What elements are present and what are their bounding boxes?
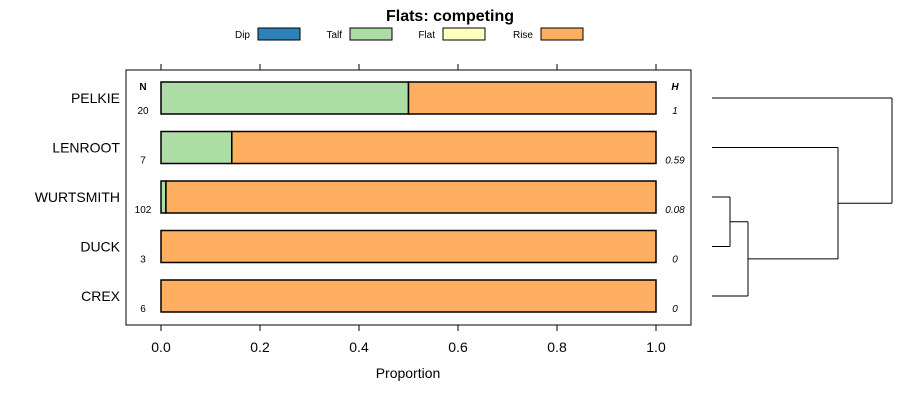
x-tick-label: 0.2 xyxy=(250,339,270,355)
legend-swatch-rise xyxy=(540,27,584,41)
legend-swatch-flat xyxy=(442,27,486,41)
bars xyxy=(160,81,657,313)
x-tick-label: 0.8 xyxy=(547,339,567,355)
category-label: CREX xyxy=(81,288,121,304)
top-axis-ticks xyxy=(160,64,657,70)
category-label: LENROOT xyxy=(52,140,120,156)
n-value: 20 xyxy=(137,106,149,117)
n-value: 7 xyxy=(140,156,146,167)
bar-segment-rise xyxy=(165,180,657,214)
dendrogram xyxy=(712,97,893,297)
h-header: H xyxy=(671,82,679,93)
n-header: N xyxy=(139,82,146,93)
legend-swatch-talf xyxy=(349,27,393,41)
legend-label-rise: Rise xyxy=(513,30,533,41)
h-values: 1 0.59 0.08 0 0 xyxy=(665,106,685,315)
legend-label-flat: Flat xyxy=(418,30,435,41)
bar-segment-rise xyxy=(160,229,657,264)
bottom-axis: 0.0 0.2 0.4 0.6 0.8 1.0 xyxy=(151,325,666,355)
category-label: PELKIE xyxy=(71,90,120,106)
x-tick-label: 0.6 xyxy=(448,339,468,355)
bar-segment-talf xyxy=(160,81,410,115)
x-tick-label: 0.4 xyxy=(349,339,369,355)
bar-segment-rise xyxy=(407,81,657,115)
h-value: 0 xyxy=(672,304,678,315)
legend-label-talf: Talf xyxy=(326,30,342,41)
x-axis-label: Proportion xyxy=(376,365,441,381)
bar-segment-rise xyxy=(231,130,657,165)
category-labels: PELKIE LENROOT WURTSMITH DUCK CREX xyxy=(35,90,121,304)
plot-panel xyxy=(125,69,692,326)
legend-swatch-dip xyxy=(257,27,301,41)
category-label: WURTSMITH xyxy=(35,189,120,205)
chart-title: Flats: competing xyxy=(386,8,514,25)
n-value: 3 xyxy=(140,255,146,266)
h-value: 0 xyxy=(672,255,678,266)
n-value: 102 xyxy=(135,205,152,216)
legend-label-dip: Dip xyxy=(235,30,250,41)
legend: Dip Talf Flat Rise xyxy=(235,27,584,41)
category-label: DUCK xyxy=(80,239,120,255)
x-tick-label: 1.0 xyxy=(646,339,666,355)
n-value: 6 xyxy=(140,304,146,315)
n-values: 20 7 102 3 6 xyxy=(135,106,152,315)
bar-segment-talf xyxy=(160,130,233,165)
bar-segment-rise xyxy=(160,279,657,313)
h-value: 1 xyxy=(672,106,678,117)
x-tick-label: 0.0 xyxy=(151,339,171,355)
h-value: 0.08 xyxy=(665,205,685,216)
h-value: 0.59 xyxy=(665,156,685,167)
